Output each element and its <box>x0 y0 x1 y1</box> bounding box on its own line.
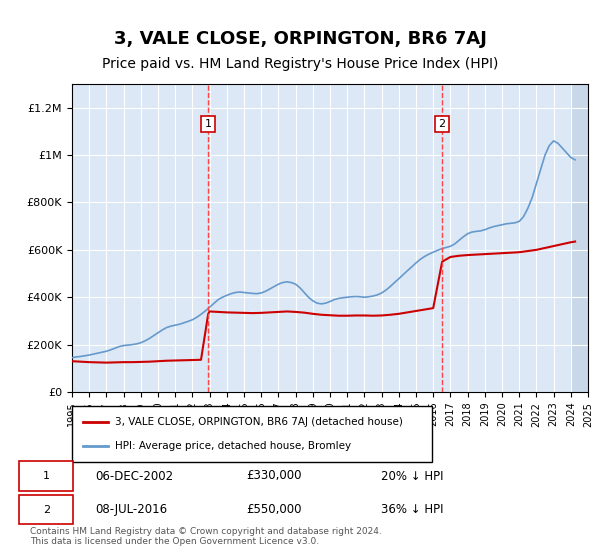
Text: Contains HM Land Registry data © Crown copyright and database right 2024.
This d: Contains HM Land Registry data © Crown c… <box>30 526 382 546</box>
Text: 06-DEC-2002: 06-DEC-2002 <box>95 469 173 483</box>
Text: £330,000: £330,000 <box>246 469 302 483</box>
Text: 2: 2 <box>439 119 446 129</box>
Text: 08-JUL-2016: 08-JUL-2016 <box>95 503 167 516</box>
FancyBboxPatch shape <box>19 495 73 524</box>
FancyBboxPatch shape <box>72 406 432 462</box>
Text: HPI: Average price, detached house, Bromley: HPI: Average price, detached house, Brom… <box>115 441 352 451</box>
Text: 3, VALE CLOSE, ORPINGTON, BR6 7AJ (detached house): 3, VALE CLOSE, ORPINGTON, BR6 7AJ (detac… <box>115 417 403 427</box>
FancyBboxPatch shape <box>19 461 73 491</box>
Text: Price paid vs. HM Land Registry's House Price Index (HPI): Price paid vs. HM Land Registry's House … <box>102 58 498 71</box>
Text: 2: 2 <box>43 505 50 515</box>
Text: 3, VALE CLOSE, ORPINGTON, BR6 7AJ: 3, VALE CLOSE, ORPINGTON, BR6 7AJ <box>113 30 487 48</box>
Text: 1: 1 <box>205 119 212 129</box>
Text: £550,000: £550,000 <box>246 503 302 516</box>
Text: 20% ↓ HPI: 20% ↓ HPI <box>381 469 443 483</box>
Text: 1: 1 <box>43 471 50 481</box>
Text: 36% ↓ HPI: 36% ↓ HPI <box>381 503 443 516</box>
